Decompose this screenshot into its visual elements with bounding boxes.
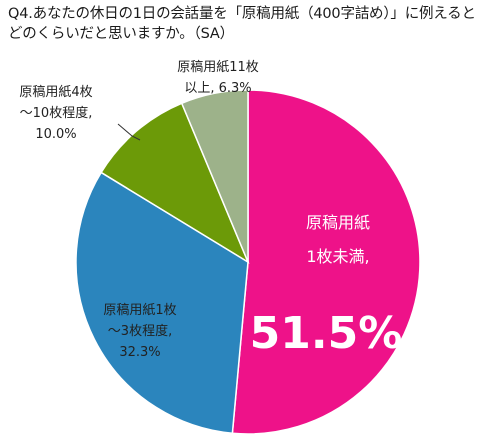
slice-1-label-line-2: 1枚未満, bbox=[306, 247, 369, 266]
slice-1-label-line-1: 原稿用紙 bbox=[306, 213, 370, 232]
slice-3-value: 10.0% bbox=[35, 127, 76, 142]
slice-2-label-line-2: ～3枚程度, bbox=[108, 323, 172, 339]
slice-4-label-line-2: 以上, 6.3% bbox=[184, 81, 251, 96]
slice-2-value: 32.3% bbox=[119, 345, 160, 360]
pie-slice-4 bbox=[180, 89, 249, 263]
slice-3-leader-line bbox=[117, 123, 141, 141]
slice-2-label-line-1: 原稿用紙1枚 bbox=[103, 302, 176, 318]
pie-labels: 原稿用紙 1枚未満, 51.5% 原稿用紙1枚 ～3枚程度, 32.3% 原稿用紙4枚 ～10… bbox=[19, 59, 402, 360]
slice-3-label-line-1: 原稿用紙4枚 bbox=[19, 84, 92, 100]
question-text: Q4.あなたの休日の1日の会話量を「原稿用紙（400字詰め）」に例えるとどのくら… bbox=[8, 6, 476, 42]
chart-title: Q4.あなたの休日の1日の会話量を「原稿用紙（400字詰め）」に例えるとどのくら… bbox=[8, 4, 486, 44]
slice-3-label-line-2: ～10枚程度, bbox=[20, 105, 93, 121]
pie-slices bbox=[75, 89, 421, 435]
pie-slice-3 bbox=[100, 102, 250, 264]
pie-slice-2 bbox=[75, 171, 249, 435]
pie-slice-1 bbox=[231, 89, 421, 435]
slice-4-label-line-1: 原稿用紙11枚 bbox=[177, 59, 259, 75]
slice-1-value: 51.5% bbox=[250, 308, 403, 359]
